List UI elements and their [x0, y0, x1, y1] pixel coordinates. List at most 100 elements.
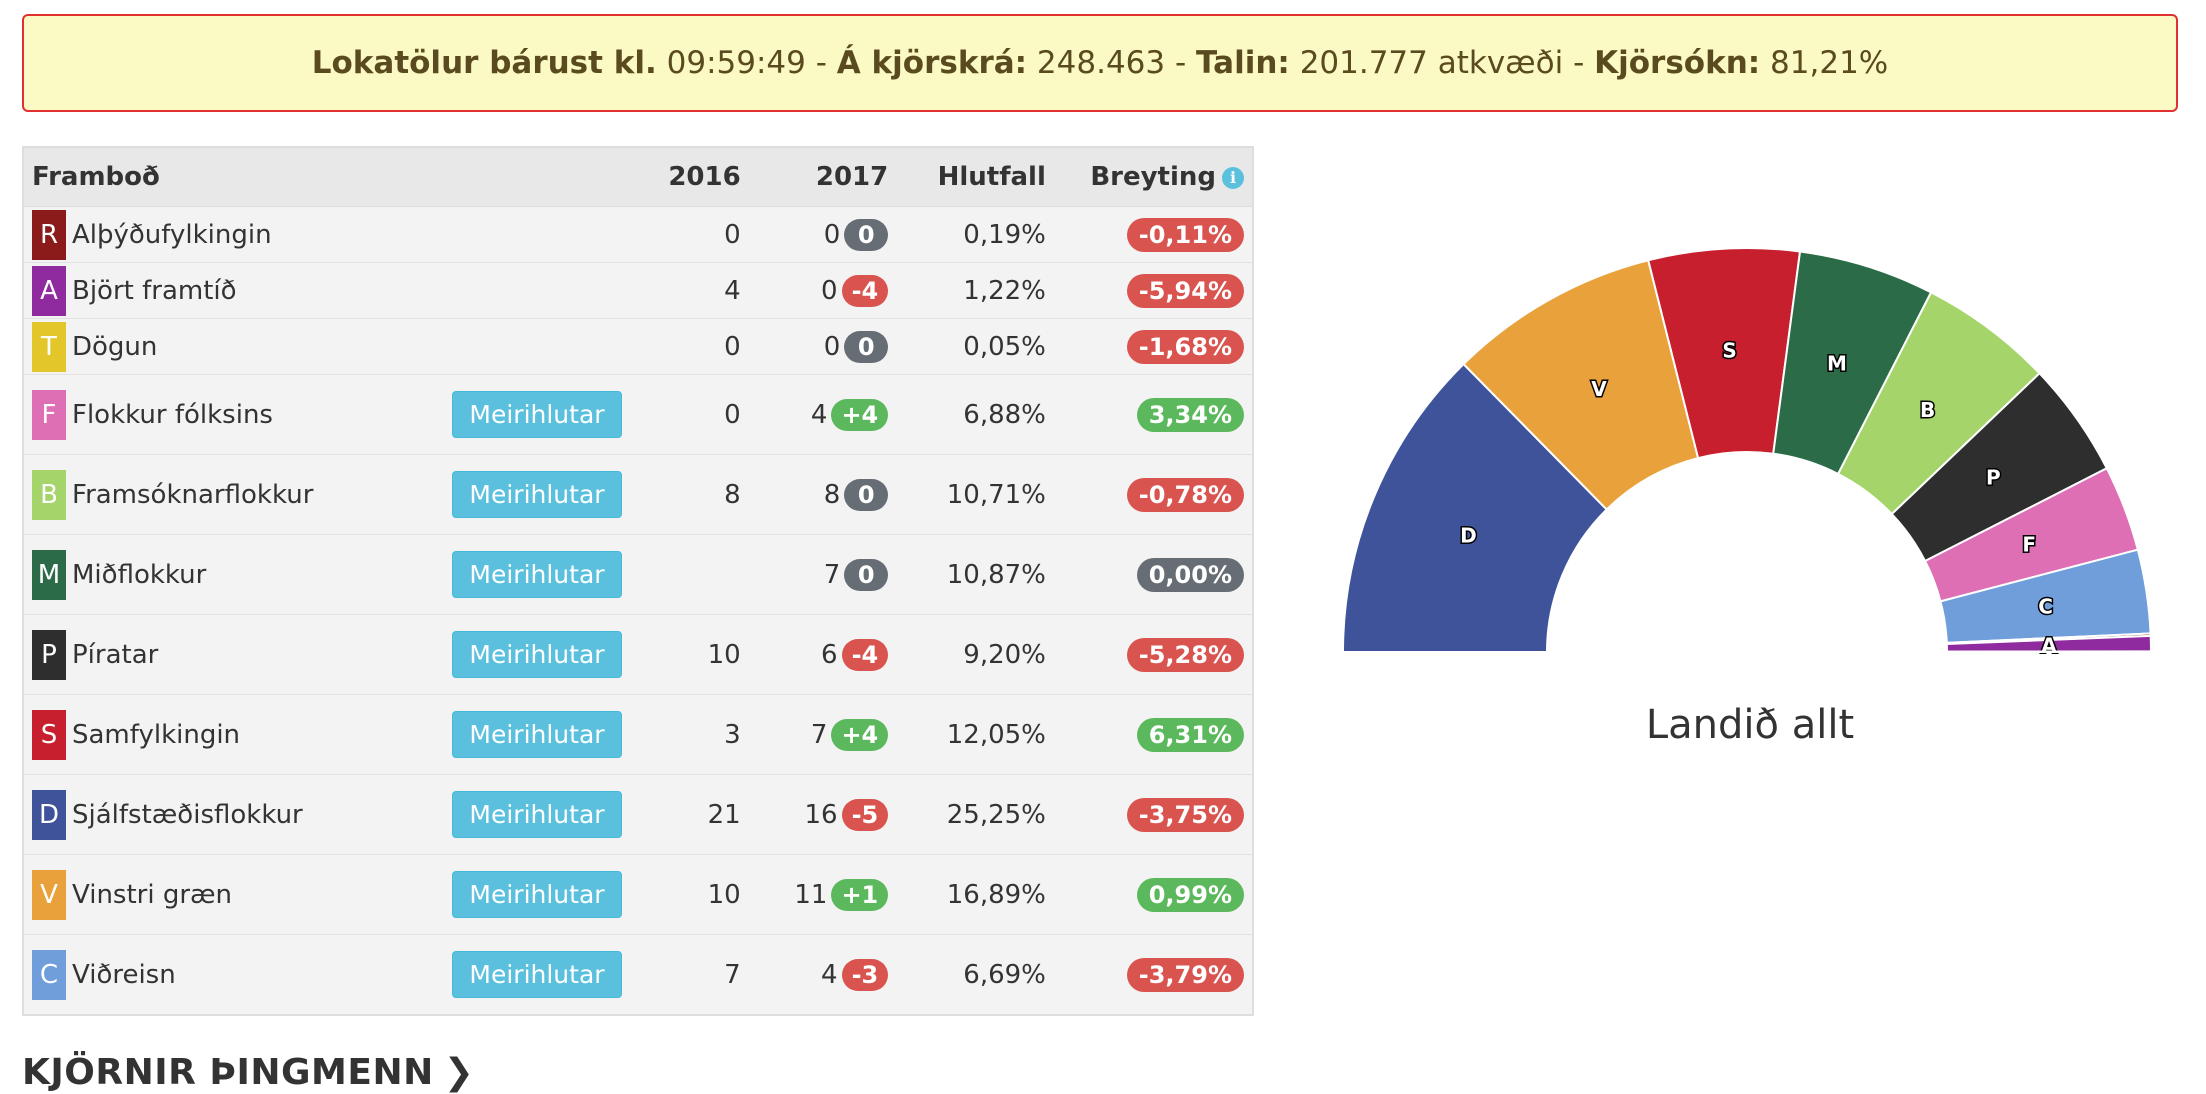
- button-cell: [444, 206, 632, 263]
- majorities-button[interactable]: Meirihlutar: [452, 791, 622, 838]
- seats-2016: 10: [631, 854, 749, 935]
- party-cell: A Björt framtíð: [23, 262, 445, 319]
- seats-2017: 8: [823, 479, 841, 510]
- party-letter-badge: F: [32, 389, 66, 440]
- change-cell: -5,28%: [1053, 614, 1253, 695]
- majorities-button[interactable]: Meirihlutar: [452, 631, 622, 678]
- slice-label-B: B: [1920, 398, 1935, 422]
- seat-slice-T[interactable]: [1945, 650, 2153, 653]
- button-cell: Meirihlutar: [444, 854, 632, 935]
- slice-label-F: F: [2022, 532, 2036, 556]
- button-cell: Meirihlutar: [444, 534, 632, 615]
- seat-diff-badge: -4: [841, 274, 889, 307]
- table-row: C Viðreisn Meirihlutar 7 4 -3 6,69% -3,79%: [23, 934, 1253, 1015]
- seats-2017: 6: [821, 639, 838, 670]
- party-name: Alþýðufylkingin: [72, 219, 272, 250]
- table-row: F Flokkur fólksins Meirihlutar 0 4 +4 6,88% 3,3…: [23, 374, 1253, 455]
- button-cell: Meirihlutar: [444, 454, 632, 535]
- vote-share: 12,05%: [896, 694, 1054, 775]
- party-cell: V Vinstri græn: [23, 854, 445, 935]
- party-name: Dögun: [72, 331, 158, 362]
- seats-2017: 7: [823, 559, 841, 590]
- seats-2016: 8: [631, 454, 749, 535]
- change-cell: -0,78%: [1053, 454, 1253, 535]
- col-party[interactable]: Framboð: [23, 147, 445, 207]
- party-cell: F Flokkur fólksins: [23, 374, 445, 455]
- change-badge: -5,94%: [1126, 273, 1244, 308]
- seats-2017-cell: 11 +1: [748, 854, 897, 935]
- table-row: A Björt framtíð 4 0 -4 1,22% -5,94%: [23, 262, 1253, 319]
- change-badge: 0,99%: [1136, 877, 1244, 912]
- seats-2016: 0: [631, 206, 749, 263]
- separator: -: [815, 45, 827, 81]
- change-cell: 0,99%: [1053, 854, 1253, 935]
- elected-mps-heading[interactable]: KJÖRNIR ÞINGMENN ❯: [22, 1052, 474, 1093]
- seat-diff-badge: +1: [831, 878, 889, 911]
- seats-2017: 4: [810, 399, 828, 430]
- seat-diff-badge: 0: [844, 218, 889, 251]
- vote-share: 10,71%: [896, 454, 1054, 535]
- vote-share: 1,22%: [896, 262, 1054, 319]
- section-title-text: KJÖRNIR ÞINGMENN: [22, 1052, 434, 1093]
- vote-share: 9,20%: [896, 614, 1054, 695]
- party-cell: R Alþýðufylkingin: [23, 206, 445, 263]
- seat-diff-badge: 0: [844, 330, 889, 363]
- party-name: Samfylkingin: [72, 719, 241, 750]
- seat-diff-badge: -4: [841, 638, 889, 671]
- seats-2017-cell: 4 +4: [748, 374, 897, 455]
- party-cell: S Samfylkingin: [23, 694, 445, 775]
- change-badge: 0,00%: [1136, 557, 1244, 592]
- party-name: Sjálfstæðisflokkur: [72, 799, 303, 830]
- vote-share: 10,87%: [896, 534, 1054, 615]
- party-letter-badge: A: [32, 265, 66, 316]
- seats-2016: 21: [631, 774, 749, 855]
- change-badge: 3,34%: [1136, 397, 1244, 432]
- party-name: Miðflokkur: [72, 559, 207, 590]
- col-share[interactable]: Hlutfall: [896, 147, 1054, 207]
- slice-label-D: D: [1460, 523, 1477, 547]
- party-name: Viðreisn: [72, 959, 176, 990]
- seats-2017-cell: 4 -3: [748, 934, 897, 1015]
- majorities-button[interactable]: Meirihlutar: [452, 871, 622, 918]
- majorities-button[interactable]: Meirihlutar: [452, 471, 622, 518]
- col-button: [444, 147, 632, 207]
- seats-2016: 0: [631, 318, 749, 375]
- col-2017[interactable]: 2017: [748, 147, 897, 207]
- seat-diff-badge: 0: [844, 478, 889, 511]
- party-letter-badge: C: [32, 949, 66, 1000]
- party-letter-badge: V: [32, 869, 66, 920]
- seats-2017-cell: 16 -5: [748, 774, 897, 855]
- vote-share: 25,25%: [896, 774, 1054, 855]
- change-cell: -3,75%: [1053, 774, 1253, 855]
- results-banner: Lokatölur bárust kl. 09:59:49 - Á kjörsk…: [22, 14, 2178, 112]
- majorities-button[interactable]: Meirihlutar: [452, 391, 622, 438]
- party-cell: C Viðreisn: [23, 934, 445, 1015]
- change-badge: -3,75%: [1126, 797, 1244, 832]
- majorities-button[interactable]: Meirihlutar: [452, 551, 622, 598]
- info-icon[interactable]: i: [1222, 166, 1244, 189]
- col-change[interactable]: Breyting i: [1053, 147, 1253, 207]
- change-badge: 6,31%: [1136, 717, 1244, 752]
- vote-share: 6,88%: [896, 374, 1054, 455]
- change-cell: 6,31%: [1053, 694, 1253, 775]
- turnout-label: Kjörsókn:: [1594, 45, 1761, 81]
- majorities-button[interactable]: Meirihlutar: [452, 951, 622, 998]
- slice-label-A: A: [2041, 634, 2057, 658]
- slice-label-S: S: [1722, 339, 1736, 363]
- seat-slice-D[interactable]: [1341, 362, 1609, 653]
- registered-count: 248.463: [1036, 45, 1166, 81]
- button-cell: Meirihlutar: [444, 934, 632, 1015]
- change-badge: -1,68%: [1126, 329, 1244, 364]
- party-cell: D Sjálfstæðisflokkur: [23, 774, 445, 855]
- vote-share: 6,69%: [896, 934, 1054, 1015]
- party-letter-badge: M: [32, 549, 66, 600]
- party-letter-badge: D: [32, 789, 66, 840]
- chart-title: Landið allt: [1645, 702, 1855, 748]
- seats-2017: 0: [823, 331, 841, 362]
- table-row: T Dögun 0 0 0 0,05% -1,68%: [23, 318, 1253, 375]
- party-name: Píratar: [72, 639, 159, 670]
- party-cell: M Miðflokkur: [23, 534, 445, 615]
- change-cell: -5,94%: [1053, 262, 1253, 319]
- col-2016[interactable]: 2016: [631, 147, 749, 207]
- majorities-button[interactable]: Meirihlutar: [452, 711, 622, 758]
